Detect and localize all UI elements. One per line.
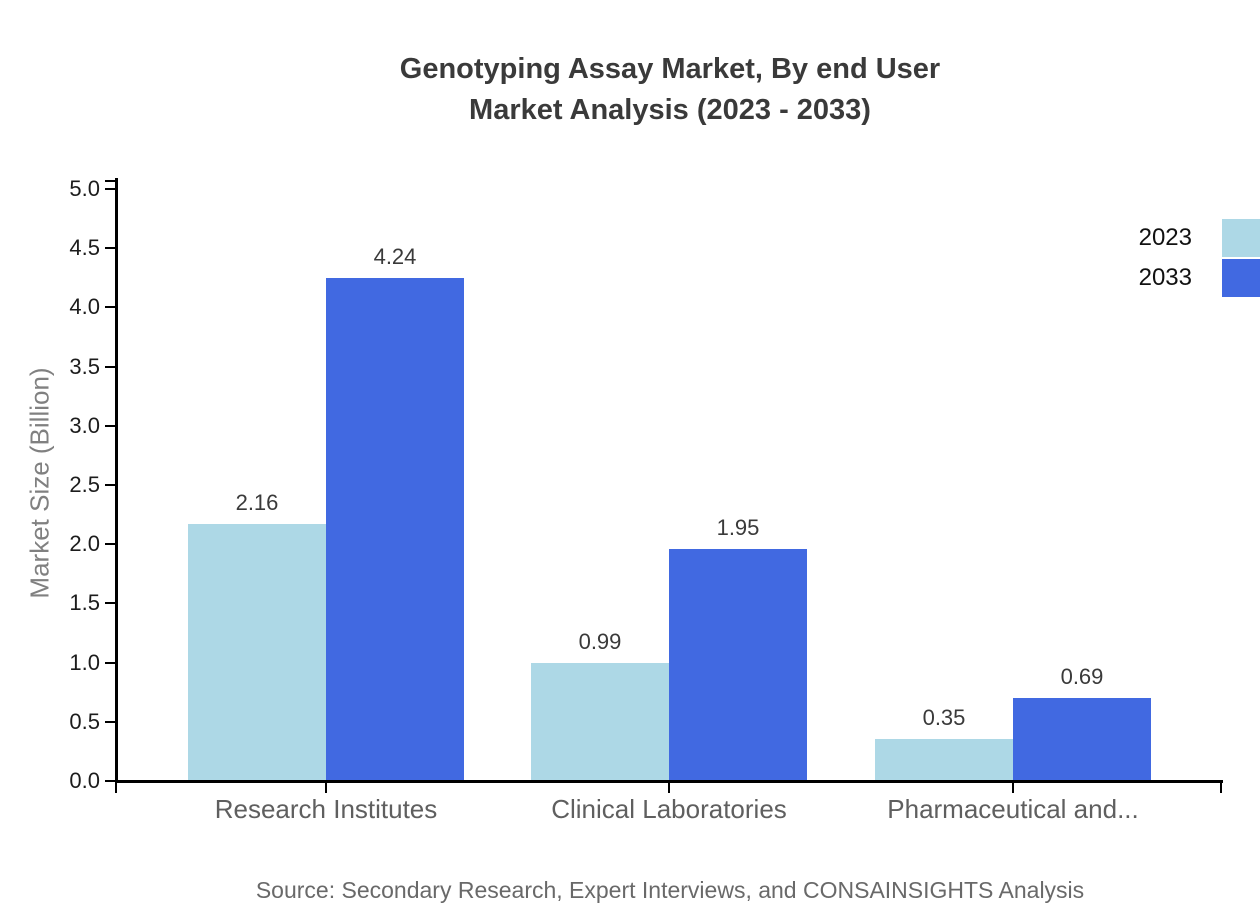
y-tick: [105, 780, 115, 782]
value-label: 0.69: [1060, 664, 1104, 689]
category-label: Pharmaceutical and...: [887, 794, 1139, 824]
y-tick: [105, 188, 115, 190]
chart-title-line2: Market Analysis (2023 - 2033): [469, 94, 871, 126]
y-tick-label: 1.0: [69, 650, 100, 675]
legend-label-2033: 2033: [1138, 264, 1192, 291]
y-tick-label: 3.0: [69, 413, 100, 438]
value-label: 0.35: [922, 705, 966, 730]
x-tick: [1220, 783, 1222, 793]
y-axis-endcap: [105, 180, 115, 182]
y-tick: [105, 306, 115, 308]
bar-2033-0: [326, 278, 464, 780]
bar-2033-1: [669, 549, 807, 780]
bar-2033-2: [1013, 698, 1151, 780]
legend-label-2023: 2023: [1138, 224, 1192, 251]
bar-2023-2: [875, 739, 1013, 780]
legend-swatch-2033: [1222, 259, 1260, 297]
legend: 2023 2033: [1139, 219, 1260, 299]
legend-row: 2033: [1139, 259, 1260, 297]
value-label: 2.16: [235, 490, 279, 515]
value-label: 1.95: [716, 515, 760, 540]
legend-row: 2023: [1139, 219, 1260, 257]
category-label: Clinical Laboratories: [551, 794, 787, 824]
x-tick: [668, 783, 670, 793]
x-tick: [115, 783, 117, 793]
y-tick-label: 1.5: [69, 590, 100, 615]
bar-2023-0: [188, 524, 326, 780]
y-tick: [105, 366, 115, 368]
y-tick-label: 0.5: [69, 709, 100, 734]
y-tick-label: 3.5: [69, 354, 100, 379]
y-tick: [105, 543, 115, 545]
value-label: 4.24: [373, 244, 417, 269]
y-tick-label: 4.5: [69, 235, 100, 260]
category-label: Research Institutes: [214, 794, 438, 824]
x-tick: [1012, 783, 1014, 793]
y-tick: [105, 662, 115, 664]
y-tick: [105, 247, 115, 249]
y-tick-label: 5.0: [69, 176, 100, 201]
x-tick: [325, 783, 327, 793]
source-note: Source: Secondary Research, Expert Inter…: [255, 877, 1085, 903]
y-tick: [105, 484, 115, 486]
y-tick-label: 2.0: [69, 531, 100, 556]
y-tick-label: 4.0: [69, 294, 100, 319]
y-tick: [105, 602, 115, 604]
bar-2023-1: [531, 663, 669, 780]
x-axis-spine: [115, 780, 1223, 783]
value-label: 0.99: [578, 629, 622, 654]
chart-title: Genotyping Assay Market, By end User Mar…: [80, 49, 1260, 131]
y-axis-spine: [115, 178, 118, 783]
y-tick-label: 2.5: [69, 472, 100, 497]
y-tick-label: 0.0: [69, 768, 100, 793]
legend-swatch-2023: [1222, 219, 1260, 257]
y-tick: [105, 721, 115, 723]
y-tick: [105, 425, 115, 427]
chart-title-line1: Genotyping Assay Market, By end User: [399, 53, 941, 85]
